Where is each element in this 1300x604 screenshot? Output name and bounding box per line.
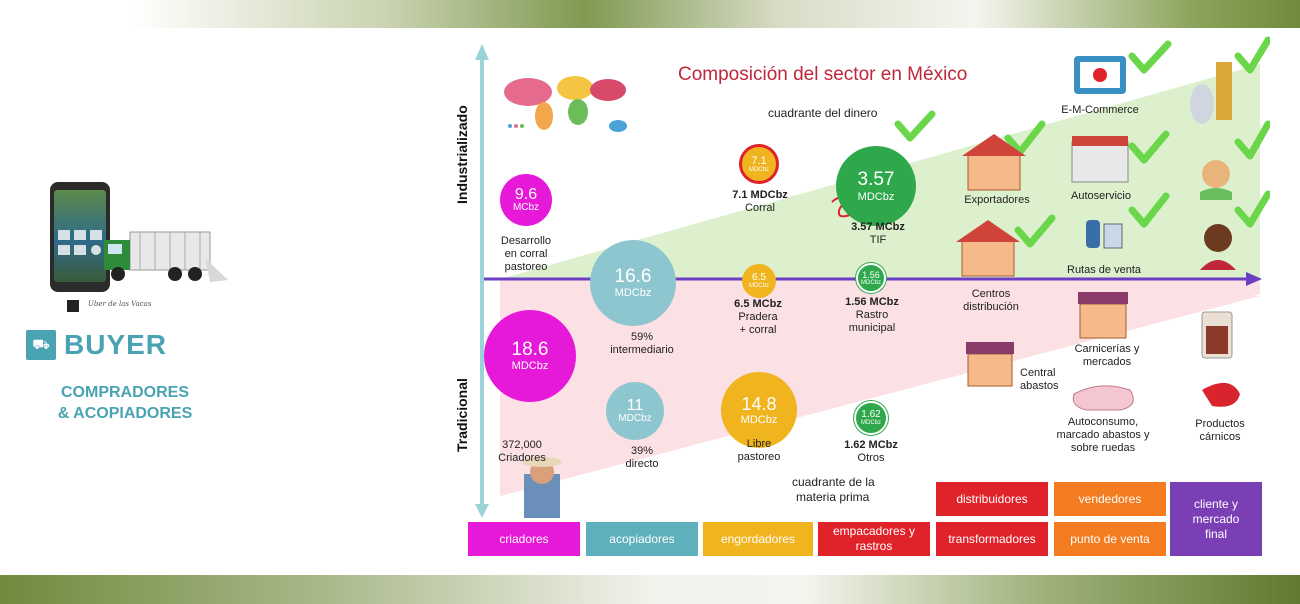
label-autoservicio: Autoservicio (1071, 190, 1131, 202)
bubble-16-6-label: 59% intermediario (610, 331, 674, 356)
bubble-16-6: 16.6 MDCbz (590, 240, 676, 326)
woman-icon (1204, 224, 1232, 252)
top-decorative-band (0, 0, 1300, 28)
robot-icon (1190, 84, 1214, 124)
chain-empacadores: empacadores y rastros (818, 522, 930, 556)
label-central-abastos: Central abastos (1020, 367, 1059, 392)
phone-app-image (50, 182, 110, 292)
phone-caption: Uber de las Vacas (88, 300, 152, 308)
chain-criadores: criadores (468, 522, 580, 556)
world-map-icon (504, 76, 627, 132)
chain-engordadores: engordadores (703, 522, 813, 556)
label-ecommerce: E-M-Commerce (1061, 104, 1139, 116)
pig-icon (1072, 385, 1134, 411)
sector-diagram: Composición del sector en México Industr… (440, 34, 1270, 564)
bottom-decorative-band (0, 575, 1300, 604)
label-rutas-venta: Rutas de venta (1067, 264, 1141, 276)
diagram-title: Composición del sector en México (678, 64, 968, 85)
buyer-subtitle: COMPRADORES & ACOPIADORES (57, 384, 193, 422)
bubble-7-1-label: 7.1 MDCbz Corral (732, 189, 788, 214)
quadrant-bottom-label-2: materia prima (796, 490, 870, 504)
quadrant-top-label: cuadrante del dinero (768, 106, 878, 120)
quadrant-bottom-label-1: cuadrante de la (792, 475, 875, 489)
chain-distribuidores: distribuidores (936, 482, 1048, 516)
buyer-heading: ⛟ BUYER (26, 328, 167, 362)
diagram-background (475, 36, 1270, 518)
check-marks (894, 36, 1270, 248)
label-productos-carnicos: Productos cárnicos (1195, 418, 1245, 443)
bubble-3-57-label: 3.57 MCbz TIF (851, 221, 905, 246)
bubble-7-1: 7.1 MDCbz (739, 144, 779, 184)
bubble-9-6: 9.6 MCbz (500, 174, 552, 226)
bubble-11-label: 39% directo (625, 445, 659, 470)
steak-icon (1202, 382, 1240, 407)
bubble-1-56: 1.56 MDCbz (856, 263, 886, 293)
buyer-label: BUYER (64, 329, 168, 360)
label-autoconsumo: Autoconsumo, marcado abastos y sobre rue… (1056, 416, 1150, 454)
delivery-icon (1086, 220, 1100, 248)
chain-transformadores: transformadores (936, 522, 1048, 556)
app-screen-icons (58, 230, 102, 255)
bubble-1-56-label: 1.56 MCbz Rastro municipal (845, 296, 899, 334)
bubble-11: 11 MDCbz (606, 382, 664, 440)
bubble-3-57: 3.57 MDCbz (836, 146, 916, 226)
building-icons (956, 134, 1129, 387)
bubble-18-6: 18.6 MDCbz (484, 310, 576, 402)
app-logo (67, 300, 79, 312)
label-centros-distribucion: Centros distribución (963, 288, 1019, 313)
label-exportadores: Exportadores (964, 194, 1030, 206)
y-axis-bottom-label: Tradicional (454, 378, 470, 452)
bubble-14-8: 14.8 MDCbz (721, 372, 797, 448)
chain-cliente-final: cliente y mercado final (1170, 482, 1262, 556)
label-carnicerias: Carnicerías y mercados (1074, 343, 1140, 368)
bubble-18-6-label: 372,000 Criadores (498, 439, 546, 464)
bubble-1-62: 1.62 MDCbz (854, 401, 888, 435)
bubble-9-6-label: Desarrollo en corral pastoreo (500, 235, 552, 273)
truck-icon (104, 231, 228, 282)
bubble-6-5-label: 6.5 MCbz Pradera + corral (734, 298, 782, 336)
bubble-1-62-label: 1.62 MCbz Otros (844, 439, 898, 464)
chain-acopiadores: acopiadores (586, 522, 698, 556)
truck-icon: ⛟ (26, 330, 56, 360)
y-axis-top-label: Industrializado (454, 105, 470, 204)
person-icon (1202, 160, 1230, 188)
bubble-6-5: 6.5 MDCbz (742, 264, 776, 298)
chain-punto-venta: punto de venta (1054, 522, 1166, 556)
bubble-14-8-label: Libre pastoreo (737, 438, 781, 463)
chain-vendedores: vendedores (1054, 482, 1166, 516)
